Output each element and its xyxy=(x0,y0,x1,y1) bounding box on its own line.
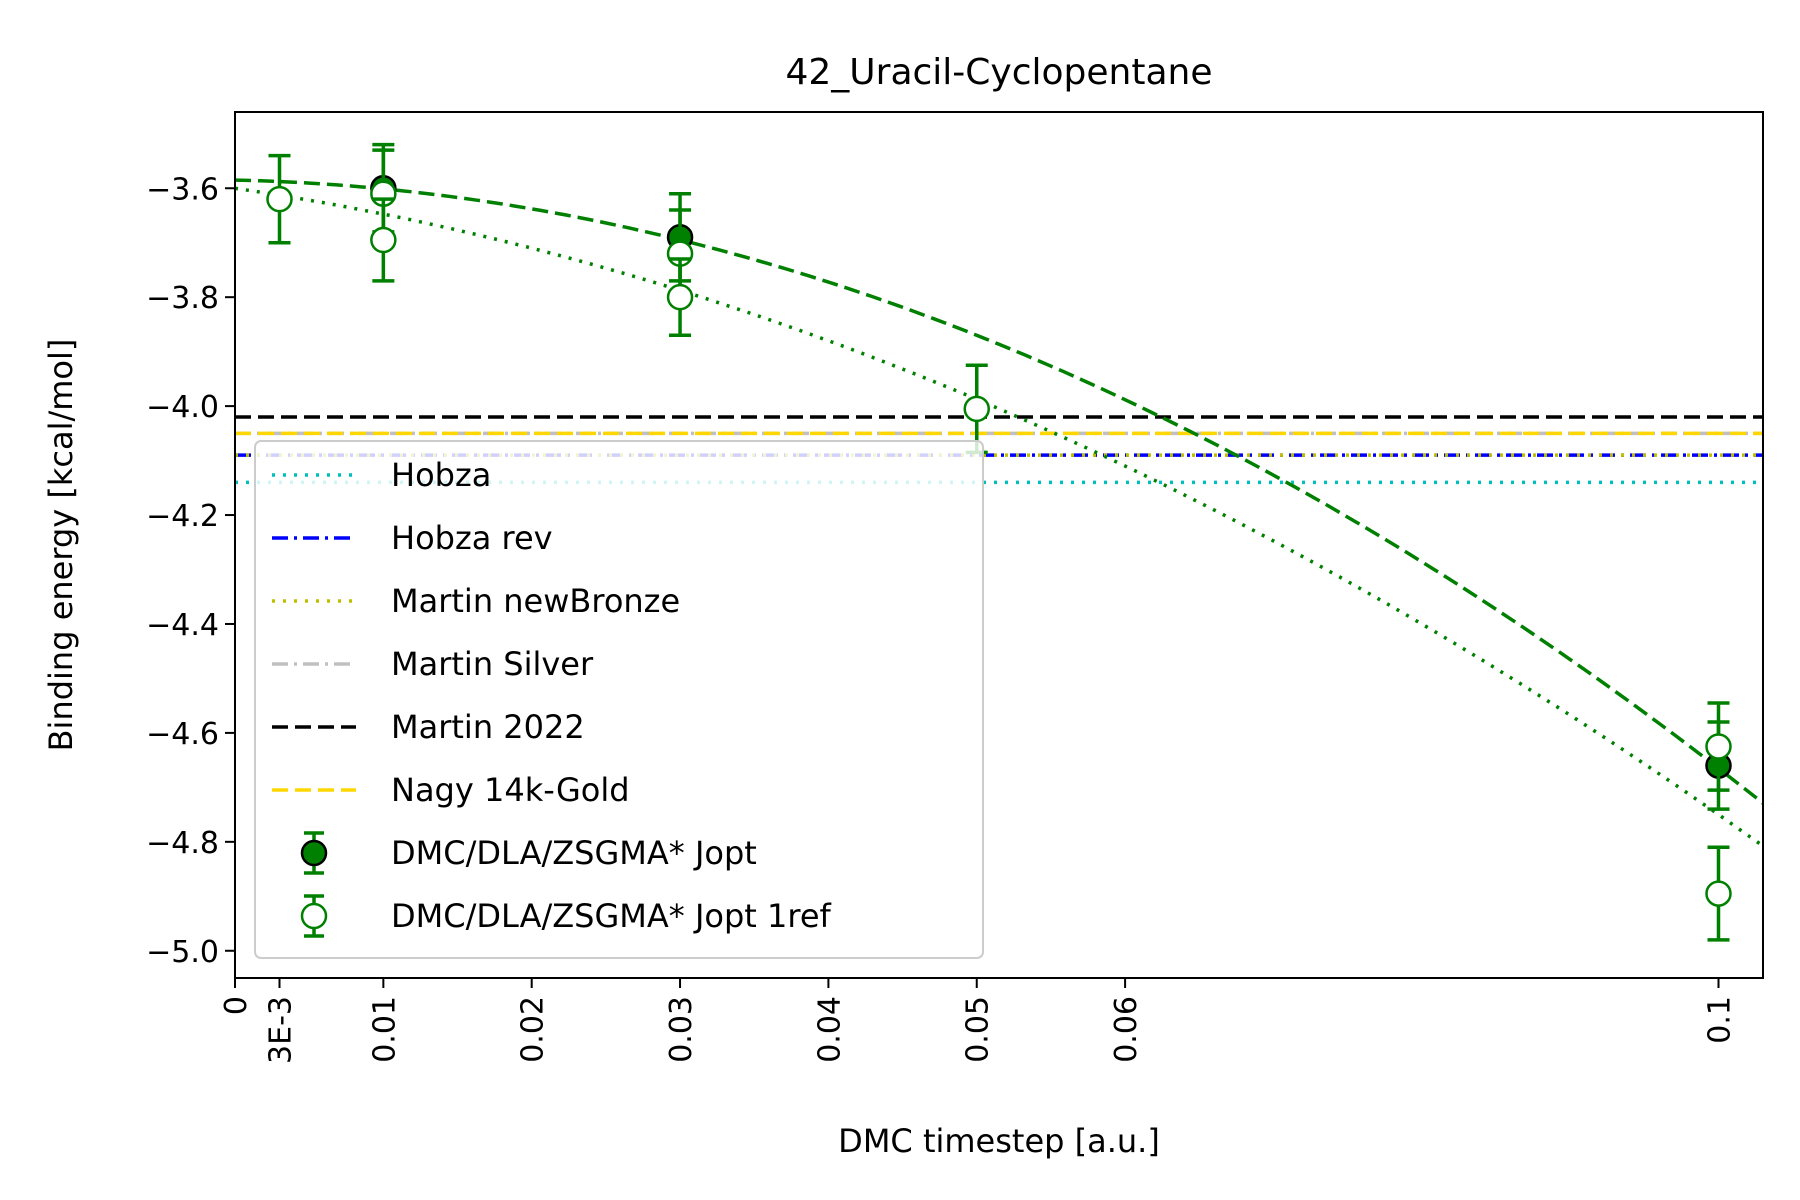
y-tick-label-6: −4.8 xyxy=(146,826,219,861)
plot-frame xyxy=(234,111,1764,979)
fit-curves xyxy=(235,178,1763,848)
x-tick-label-6: 0.05 xyxy=(961,996,996,1063)
x-tick-label-2: 0.01 xyxy=(367,996,402,1063)
legend-entry-0: Hobza xyxy=(272,456,491,494)
legend-label-4: Martin 2022 xyxy=(391,708,585,746)
y-tick-label-4: −4.4 xyxy=(146,608,219,643)
x-axis-label: DMC timestep [a.u.] xyxy=(838,1122,1160,1160)
x-tick-label-0: 0 xyxy=(219,996,254,1015)
y-axis-label: Binding energy [kcal/mol] xyxy=(42,339,80,752)
legend-label-0: Hobza xyxy=(391,456,491,494)
x-tick-label-4: 0.03 xyxy=(664,996,699,1063)
legend-entry-6: DMC/DLA/ZSGMA* Jopt xyxy=(300,831,757,875)
data-point-1-2 xyxy=(370,197,397,283)
x-tick-label-5: 0.04 xyxy=(812,996,847,1063)
y-axis-ticks: −3.6 −3.8 −4.0 −4.2 −4.4 −4.6 −4.8 −5.0 xyxy=(146,172,235,970)
x-axis-ticks: 0 3E-3 0.01 0.02 0.03 0.04 0.05 0.06 0.1 xyxy=(219,978,1737,1064)
data-points xyxy=(266,142,1732,942)
y-tick-label-5: −4.6 xyxy=(146,717,219,752)
y-tick-label-1: −3.8 xyxy=(146,281,219,316)
legend-label-7: DMC/DLA/ZSGMA* Jopt 1ref xyxy=(391,897,832,935)
x-tick-label-7: 0.06 xyxy=(1109,996,1144,1063)
legend-label-1: Hobza rev xyxy=(391,519,553,557)
legend-entry-3: Martin Silver xyxy=(272,645,594,683)
y-tick-label-0: −3.6 xyxy=(146,172,219,207)
legend-label-3: Martin Silver xyxy=(391,645,594,683)
legend-label-6: DMC/DLA/ZSGMA* Jopt xyxy=(391,834,757,872)
legend-entry-1: Hobza rev xyxy=(272,519,553,557)
fit-curve-0 xyxy=(235,178,1763,805)
x-tick-label-1: 3E-3 xyxy=(264,996,299,1064)
chart-title: 42_Uracil-Cyclopentane xyxy=(785,52,1212,93)
legend-label-5: Nagy 14k-Gold xyxy=(391,771,630,809)
legend: Hobza Hobza rev Martin newBronze Martin Sil… xyxy=(254,440,984,959)
data-point-1-4 xyxy=(666,257,694,338)
legend-entry-4: Martin 2022 xyxy=(272,708,585,746)
legend-entry-2: Martin newBronze xyxy=(272,582,680,620)
legend-label-2: Martin newBronze xyxy=(391,582,680,620)
data-point-1-6 xyxy=(1705,701,1732,792)
data-point-1-7 xyxy=(1705,845,1732,942)
x-tick-label-8: 0.1 xyxy=(1702,996,1737,1044)
y-tick-label-7: −5.0 xyxy=(146,935,219,970)
data-point-1-0 xyxy=(266,153,293,245)
x-tick-label-3: 0.02 xyxy=(516,996,551,1063)
y-tick-label-2: −4.0 xyxy=(146,390,219,425)
legend-box xyxy=(254,440,984,959)
legend-entry-5: Nagy 14k-Gold xyxy=(272,771,630,809)
legend-entry-7: DMC/DLA/ZSGMA* Jopt 1ref xyxy=(300,894,832,938)
data-point-1-5 xyxy=(963,363,990,455)
y-tick-label-3: −4.2 xyxy=(146,499,219,534)
